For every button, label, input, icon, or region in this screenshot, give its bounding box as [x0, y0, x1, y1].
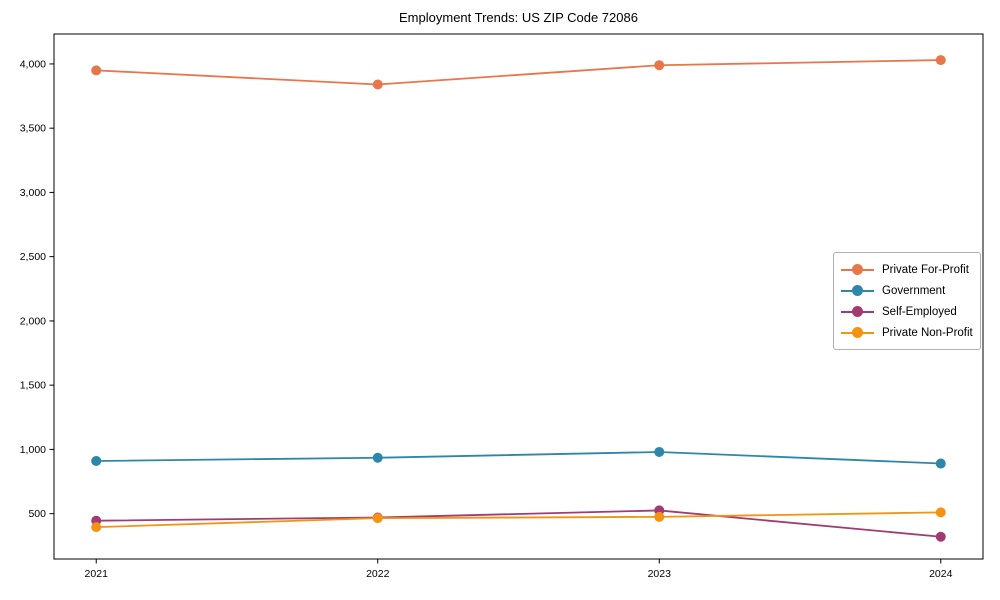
y-tick-label: 500	[28, 508, 46, 520]
data-point	[372, 513, 383, 524]
legend-label: Private For-Profit	[882, 263, 969, 276]
legend-dot	[852, 264, 863, 275]
y-tick-label: 1,000	[20, 444, 46, 456]
series-line	[96, 509, 941, 538]
legend-label: Self-Employed	[882, 305, 957, 318]
plot-frame	[53, 33, 984, 560]
data-point	[935, 55, 946, 66]
data-point	[935, 531, 946, 542]
data-point	[935, 507, 946, 518]
data-point	[91, 65, 102, 76]
data-point	[372, 79, 383, 90]
series-line	[96, 451, 941, 465]
legend: Private For-Profit Government Self-Employe…	[833, 252, 981, 350]
legend-label: Government	[882, 284, 946, 297]
legend-item: Government	[841, 280, 972, 301]
legend-marker-icon	[841, 306, 874, 317]
legend-marker-icon	[841, 264, 874, 275]
series-line	[96, 511, 941, 529]
y-tick-label: 4,000	[20, 58, 46, 70]
chart-title: Employment Trends: US ZIP Code 72086	[399, 10, 638, 25]
x-tick-label: 2022	[366, 568, 390, 580]
y-tick-label: 1,500	[20, 380, 46, 392]
legend-dot	[852, 306, 863, 317]
data-point	[654, 446, 665, 457]
series-line	[96, 59, 941, 86]
data-point	[372, 452, 383, 463]
legend-marker-icon	[841, 327, 874, 338]
legend-dot	[852, 327, 863, 338]
legend-item: Self-Employed	[841, 301, 972, 322]
data-point	[91, 522, 102, 533]
legend-item: Private For-Profit	[841, 259, 972, 280]
y-tick-label: 2,000	[20, 315, 46, 327]
y-tick-label: 2,500	[20, 251, 46, 263]
data-point	[91, 455, 102, 466]
data-point	[654, 511, 665, 522]
y-tick-label: 3,500	[20, 123, 46, 135]
x-tick-label: 2024	[929, 568, 953, 580]
data-point	[935, 458, 946, 469]
legend-dot	[852, 285, 863, 296]
x-tick-label: 2023	[648, 568, 672, 580]
data-point	[654, 60, 665, 71]
x-tick-label: 2021	[85, 568, 109, 580]
legend-label: Private Non-Profit	[882, 326, 973, 339]
y-tick-label: 3,000	[20, 187, 46, 199]
legend-item: Private Non-Profit	[841, 322, 973, 343]
legend-marker-icon	[841, 285, 874, 296]
